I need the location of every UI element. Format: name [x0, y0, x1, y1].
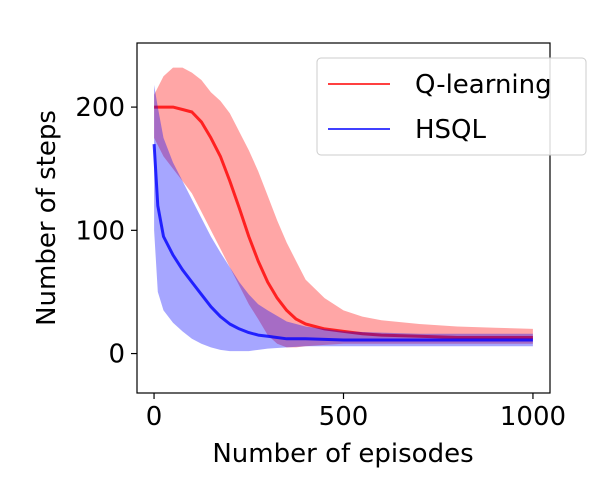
series-line-q-learning — [154, 105, 533, 339]
y-tick-label: 200 — [75, 93, 125, 123]
y-tick-label: 0 — [108, 340, 125, 370]
y-tick-label: 100 — [75, 216, 125, 246]
legend-box — [316, 57, 587, 156]
x-tick-label: 1000 — [500, 402, 566, 432]
x-axis-title: Number of episodes — [212, 439, 473, 469]
plot-area — [152, 67, 533, 352]
series-band-hsql — [154, 84, 533, 352]
legend-label-q-learning: Q-learning — [415, 70, 552, 100]
legend-label-hsql: HSQL — [415, 115, 487, 145]
series-line-hsql — [152, 144, 533, 342]
x-tick-label: 500 — [319, 402, 369, 432]
series-band-q-learning — [154, 67, 533, 348]
axis-ticks: 0 500 1000 0 100 200 — [75, 93, 566, 432]
x-tick-label: 0 — [146, 402, 163, 432]
y-axis-title: Number of steps — [32, 110, 62, 326]
legend: Q-learning HSQL — [316, 57, 587, 156]
